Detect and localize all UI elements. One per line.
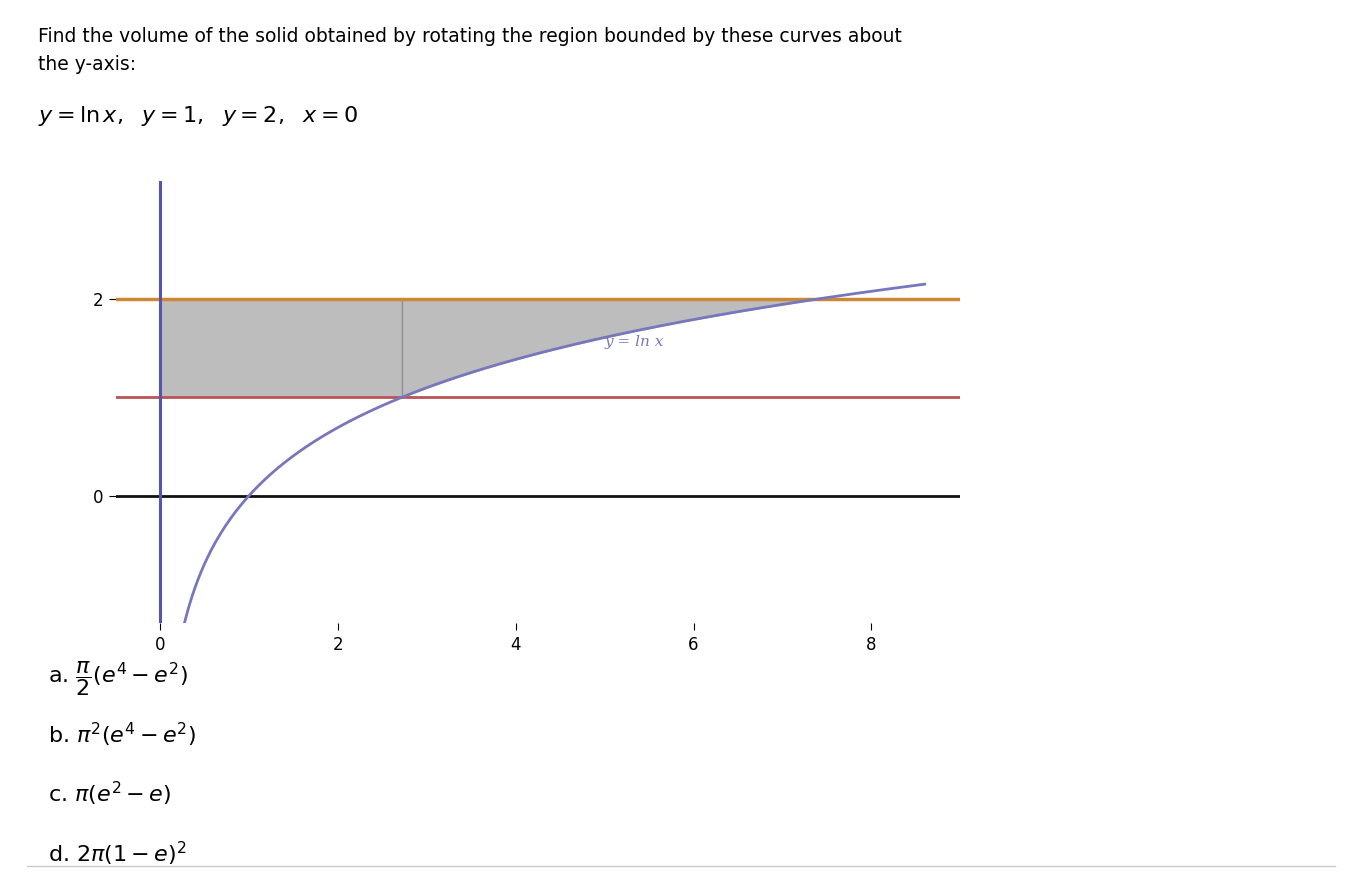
Text: the y-axis:: the y-axis: — [38, 55, 136, 73]
Text: c. $\pi\left(e^2 - e\right)$: c. $\pi\left(e^2 - e\right)$ — [48, 780, 172, 808]
Text: b. $\pi^2\left(e^4 - e^2\right)$: b. $\pi^2\left(e^4 - e^2\right)$ — [48, 720, 196, 749]
Text: $y = \ln x,\ \ y = 1,\ \ y = 2,\ \ x = 0$: $y = \ln x,\ \ y = 1,\ \ y = 2,\ \ x = 0… — [38, 104, 358, 128]
Text: y = ln x: y = ln x — [605, 335, 665, 349]
Text: d. $2\pi(1 - e)^2$: d. $2\pi(1 - e)^2$ — [48, 840, 187, 868]
Text: Find the volume of the solid obtained by rotating the region bounded by these cu: Find the volume of the solid obtained by… — [38, 27, 902, 45]
Text: a. $\dfrac{\pi}{2}\left(e^4 - e^2\right)$: a. $\dfrac{\pi}{2}\left(e^4 - e^2\right)… — [48, 659, 188, 697]
